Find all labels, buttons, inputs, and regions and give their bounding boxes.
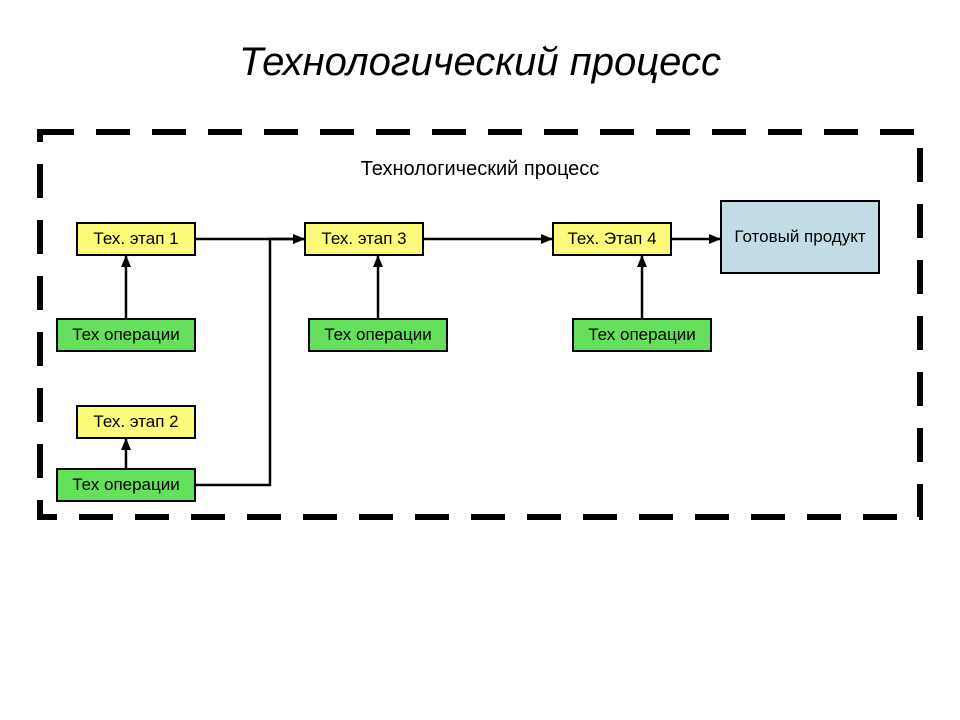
stage-box-s2: Тех. этап 2 <box>76 405 196 439</box>
stage-box-s1: Тех. этап 1 <box>76 222 196 256</box>
op-box-o1: Тех операции <box>56 318 196 352</box>
product-box-pr: Готовый продукт <box>720 200 880 274</box>
edges-layer <box>0 0 960 720</box>
op-box-o3: Тех операции <box>308 318 448 352</box>
op-box-o4: Тех операции <box>572 318 712 352</box>
box-label: Тех. этап 1 <box>93 228 178 249</box>
box-label: Тех. этап 2 <box>93 411 178 432</box>
diagram-subtitle: Технологический процесс <box>0 158 960 181</box>
box-label: Тех операции <box>588 324 696 345</box>
box-label: Тех. этап 3 <box>321 228 406 249</box>
box-label: Тех. Этап 4 <box>567 228 656 249</box>
stage-box-s4: Тех. Этап 4 <box>552 222 672 256</box>
box-label: Тех операции <box>324 324 432 345</box>
box-label: Тех операции <box>72 474 180 495</box>
stage-box-s3: Тех. этап 3 <box>304 222 424 256</box>
edge-o2-s3 <box>196 239 304 485</box>
page-title: Технологический процесс <box>0 40 960 85</box>
diagram-root: { "canvas": { "width": 960, "height": 72… <box>0 0 960 720</box>
box-label: Тех операции <box>72 324 180 345</box>
op-box-o2: Тех операции <box>56 468 196 502</box>
box-label: Готовый продукт <box>734 223 865 250</box>
